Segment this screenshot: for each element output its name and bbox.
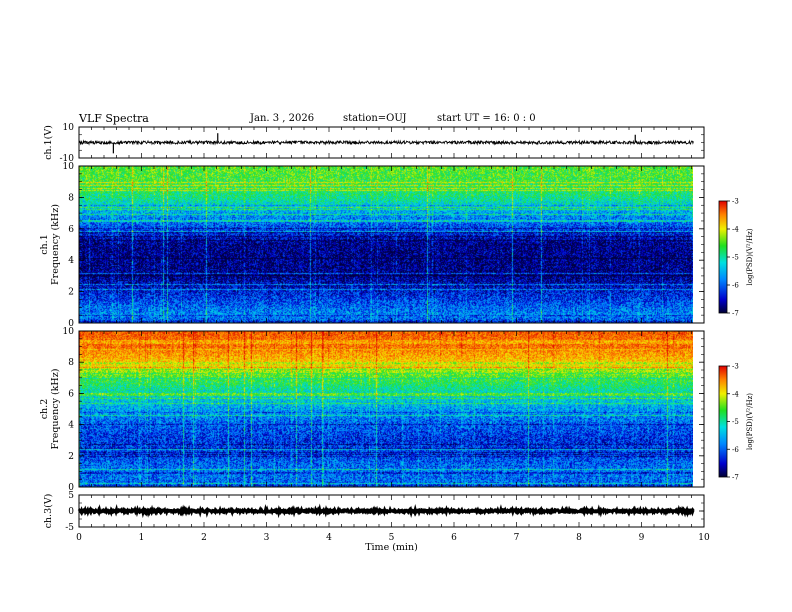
ch2-spectrogram-colorbar-tick-label: -7	[732, 474, 739, 482]
ch1-spectrogram-ytick-label: 6	[68, 225, 74, 235]
x-tick-label: 4	[326, 533, 332, 543]
station-label: station=OUJ	[343, 113, 407, 124]
x-tick-label: 7	[514, 533, 520, 543]
ch2-spectrogram-ytick-label: 2	[68, 452, 74, 462]
ch2-spectrogram-ytick-label: 0	[68, 483, 74, 493]
ch1-waveform-trace	[78, 139, 694, 146]
ch2-spectrogram-ytick-label: 8	[68, 358, 74, 368]
ch2-spectrogram-colorbar-tick-label: -5	[732, 418, 739, 426]
ch1-spectrogram-colorbar-tick-label: -6	[732, 282, 739, 290]
ch2-spectrogram-canvas	[79, 331, 693, 487]
ch1-waveform-ytick-label: -10	[60, 154, 75, 164]
ch1-waveform-ytick-label: 10	[63, 123, 75, 133]
ch3-waveform-ytick-label: -5	[65, 523, 74, 533]
ch3-waveform-trace	[77, 503, 695, 519]
ch2-spectrogram-ylabel2: Frequency (kHz)	[50, 369, 61, 450]
ch1-waveform-ylabel: ch.1(V)	[43, 125, 54, 160]
start-time-label: start UT = 16: 0 : 0	[437, 113, 536, 124]
ch1-spectrogram-ytick-label: 0	[68, 319, 74, 329]
x-axis-label: Time (min)	[365, 542, 418, 553]
x-tick-label: 6	[451, 533, 457, 543]
ch2-spectrogram-colorbar-tick-label: -3	[732, 363, 739, 371]
ch1-spectrogram-colorbar-tick-label: -4	[732, 226, 739, 234]
x-tick-label: 10	[698, 533, 710, 543]
ch2-spectrogram-colorbar-label: log(PSD)(V²/Hz)	[746, 393, 754, 450]
ch1-spectrogram-canvas	[79, 166, 693, 323]
ch1-spectrogram-ytick-label: 4	[68, 256, 74, 266]
chart-title: VLF Spectra	[79, 112, 149, 125]
ch2-spectrogram-colorbar-tick-label: -4	[732, 390, 739, 398]
ch3-waveform-ytick-label: 0	[68, 507, 74, 517]
ch1-spectrogram-colorbar-tick-label: -3	[732, 198, 739, 206]
x-tick-label: 8	[576, 533, 582, 543]
x-tick-label: 5	[389, 533, 395, 543]
date-label: Jan. 3 , 2026	[250, 113, 315, 124]
ch1-spectrogram-image	[79, 166, 693, 323]
ch2-spectrogram-ytick-label: 6	[68, 389, 74, 399]
ch2-spectrogram-colorbar	[718, 365, 728, 478]
ch1-spectrogram-ytick-label: 2	[68, 288, 74, 298]
ch1-spectrogram-ylabel: ch.1	[39, 234, 50, 255]
ch1-spectrogram-colorbar-label: log(PSD)(V²/Hz)	[746, 228, 754, 285]
ch3-waveform-ylabel: ch.3(V)	[43, 494, 54, 529]
x-tick-label: 9	[639, 533, 645, 543]
ch1-spectrogram-ytick-label: 8	[68, 193, 74, 203]
ch2-spectrogram-ytick-label: 4	[68, 421, 74, 431]
ch2-spectrogram-ytick-label: 10	[63, 327, 75, 337]
ch2-spectrogram-image	[79, 331, 693, 487]
ch1-spectrogram-colorbar	[718, 200, 728, 314]
x-tick-label: 0	[76, 533, 82, 543]
x-tick-label: 1	[139, 533, 145, 543]
ch1-spectrogram-ylabel2: Frequency (kHz)	[50, 204, 61, 285]
x-tick-label: 2	[201, 533, 207, 543]
ch1-spectrogram-ytick-label: 10	[63, 162, 75, 172]
ch1-spectrogram-colorbar-tick-label: -7	[732, 310, 739, 318]
ch2-spectrogram-colorbar-tick-label: -6	[732, 446, 739, 454]
x-tick-label: 3	[264, 533, 270, 543]
ch2-spectrogram-ylabel: ch.2	[39, 399, 50, 420]
ch1-spectrogram-colorbar-tick-label: -5	[732, 254, 739, 262]
ch3-waveform-ytick-label: 5	[68, 491, 74, 501]
